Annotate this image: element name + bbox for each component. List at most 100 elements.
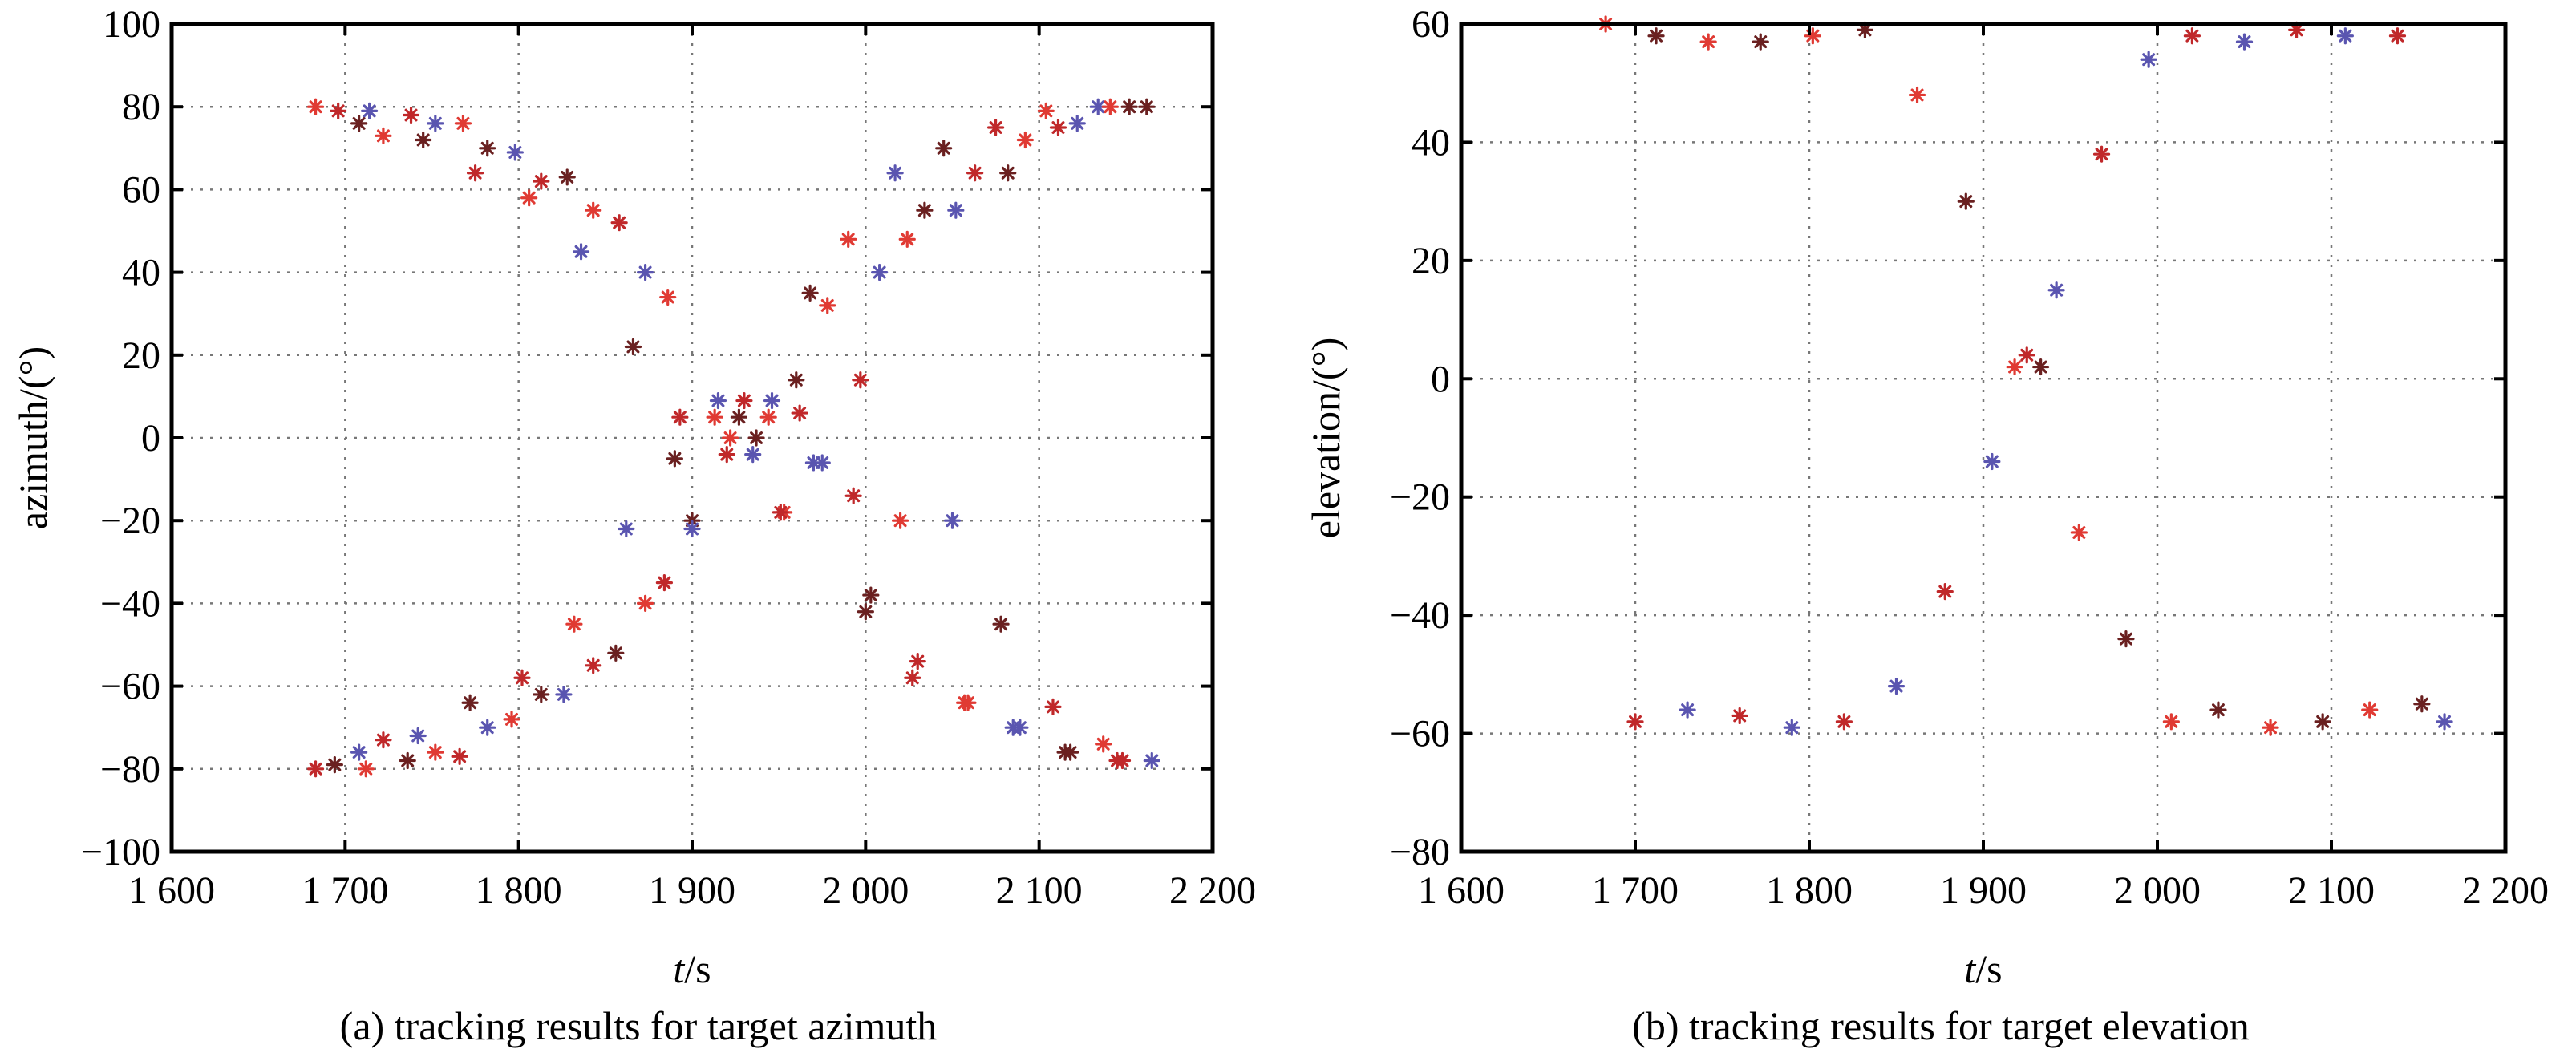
data-point [461,694,479,711]
data-point [427,743,444,761]
data-point [1016,131,1034,149]
data-point [1138,98,1156,115]
data-point [2288,21,2306,38]
data-point [1957,192,1975,210]
x-axis-label-var: t [1964,946,1976,991]
y-tick-label: 60 [1412,3,1450,46]
data-point [992,615,1010,633]
y-tick-labels: −100 −80 −60 −40 −20 0 20 40 60 80 100 [81,3,160,873]
data-point [1037,102,1055,119]
x-tick-labels: 1 600 1 700 1 800 1 900 2 000 2 100 2 200 [128,869,1256,912]
data-point [1731,707,1748,725]
data-point [840,230,857,248]
x-axis-label-var: t [673,946,685,991]
data-point [1049,119,1067,136]
y-tick-label: 0 [141,417,160,460]
data-point [479,140,496,157]
data-point [375,127,392,144]
data-point [1835,713,1853,731]
x-tick-label: 1 600 [128,869,215,912]
y-tick-label: 100 [103,3,160,46]
data-point [2314,713,2331,731]
data-point [898,230,916,248]
data-point [503,711,520,728]
chart-caption: (b) tracking results for target elevatio… [1632,1003,2250,1048]
x-tick-label: 1 700 [302,869,388,912]
y-tick-label: −100 [81,831,160,873]
data-point [2032,358,2050,376]
data-point [454,115,472,132]
data-point [513,669,531,686]
data-point [683,520,701,538]
data-point [2006,358,2023,376]
data-point [1887,677,1906,695]
data-point [636,264,654,281]
data-point [801,284,819,302]
data-point [1626,713,1644,731]
y-tick-label: −20 [1390,476,1450,519]
data-point [533,172,550,190]
data-point [607,644,625,662]
x-axis-label: t/s [1964,946,2002,991]
grid-lines [1461,24,2505,852]
y-tick-label: −20 [100,500,160,542]
data-point [862,586,880,604]
data-point [2235,33,2254,51]
data-point [350,743,368,761]
x-tick-label: 2 200 [2462,869,2549,912]
data-point [871,264,889,281]
data-point [350,115,368,132]
data-point [1936,583,1954,601]
data-point [2183,27,2201,45]
data-point [558,168,576,186]
data-point [966,164,984,182]
data-point [671,408,689,426]
data-point [357,760,375,778]
data-points [306,98,1160,778]
y-tick-label: 20 [122,334,160,377]
data-point [852,371,869,389]
data-point [759,408,777,426]
data-point [427,115,444,132]
chart-caption: (a) tracking results for target azimuth [340,1003,938,1048]
data-point [904,669,921,686]
y-tick-label: −80 [100,748,160,791]
data-point [1108,751,1126,770]
data-point [909,653,926,670]
x-tick-label: 2 100 [2288,869,2375,912]
data-point [844,487,862,504]
data-point [730,408,748,426]
data-point [399,751,416,770]
x-tick-label: 1 800 [1766,869,1853,912]
data-point [415,131,432,149]
y-tick-label: −40 [100,582,160,625]
data-point [306,98,325,115]
data-point [520,189,538,207]
data-point [2336,27,2354,45]
data-point [819,297,836,314]
data-point [326,756,343,774]
x-axis-label-unit: /s [684,946,711,991]
data-points [1597,15,2453,736]
data-point [718,446,735,464]
y-tick-label: 60 [122,168,160,211]
y-tick-label: −60 [1390,713,1450,755]
y-tick-label: −60 [100,666,160,708]
data-point [659,288,677,306]
y-axis-label: elevation/(°) [1303,338,1348,538]
data-point [1056,743,1074,761]
data-point [451,747,468,765]
data-point [735,391,753,410]
data-point [1752,33,1769,51]
data-point [956,694,974,711]
data-point [506,144,524,161]
elevation-chart: 1 600 1 700 1 800 1 900 2 000 2 100 2 200 −80−… [1303,3,2549,1048]
tick-marks [1460,22,2507,853]
x-tick-labels: 1 600 1 700 1 800 1 900 2 000 2 100 2 200 [1418,869,2549,912]
x-tick-label: 2 000 [2114,869,2201,912]
data-point [1044,698,1062,716]
y-axis-label: azimuth/(°) [10,346,55,529]
data-point [2413,695,2431,713]
y-tick-label: 20 [1412,240,1450,282]
